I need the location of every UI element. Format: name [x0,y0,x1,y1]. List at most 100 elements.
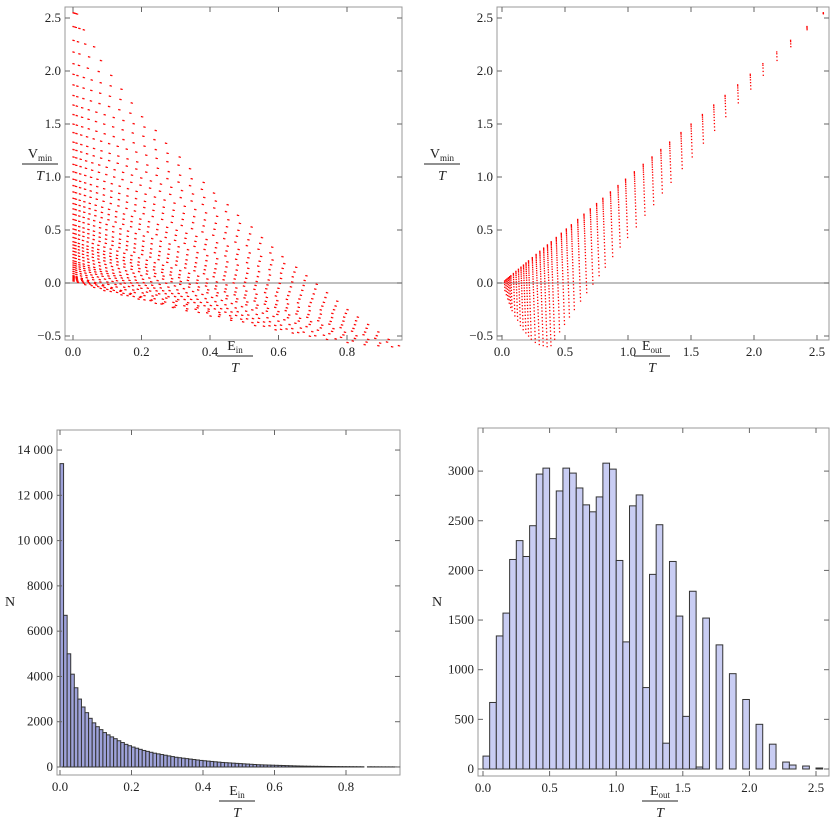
scatter-point [72,277,74,279]
scatter-point [577,235,579,237]
scatter-point [72,73,74,75]
scatter-point [522,267,525,269]
scatter-point [75,261,77,263]
scatter-point [566,260,569,262]
scatter-point [98,102,100,105]
scatter-point [525,332,527,334]
scatter-point [227,219,229,221]
scatter-point [517,268,520,270]
scatter-point [528,281,530,284]
scatter-point [80,151,82,153]
scatter-point [166,232,168,234]
scatter-point [111,231,114,233]
scatter-point [162,290,165,292]
histogram-bar [595,496,604,770]
scatter-point [216,257,218,260]
scatter-point [156,279,158,282]
scatter-point [292,328,294,330]
scatter-point [101,273,103,275]
scatter-point [159,245,161,247]
scatter-point [539,251,541,253]
scatter-point [162,206,164,208]
scatter-point [642,164,644,166]
scatter-point [617,186,619,189]
scatter-point [277,314,279,316]
scatter-point [135,233,138,235]
scatter-point [550,252,553,254]
scatter-point [534,330,536,333]
scatter-point [87,67,90,69]
scatter-point [146,264,148,266]
scatter-point [75,276,77,279]
scatter-point [578,256,580,259]
scatter-point [283,262,285,265]
scatter-point [288,323,290,326]
scatter-point [87,146,89,148]
scatter-point [148,290,151,292]
scatter-point [511,306,513,308]
scatter-point [158,283,160,285]
scatter-point [530,331,532,333]
scatter-point [189,168,192,170]
scatter-point [366,341,368,343]
scatter-point [79,262,81,264]
scatter-point [314,288,316,290]
histogram-bar [66,653,72,768]
scatter-point [509,287,511,289]
scatter-point [571,256,574,258]
scatter-point [548,288,550,290]
scatter-point [185,303,188,305]
scatter-point [291,327,293,330]
scatter-point [78,193,81,195]
scatter-point [107,159,110,162]
scatter-point [167,257,170,260]
scatter-point [556,272,559,274]
scatter-point [104,257,106,259]
scatter-point [522,321,524,324]
scatter-point [529,298,531,300]
scatter-point [596,226,599,228]
scatter-point [235,235,238,237]
scatter-point [164,199,166,201]
scatter-point [104,133,106,135]
scatter-point [219,314,222,316]
scatter-point [130,293,133,295]
scatter-point [295,313,297,315]
scatter-point [625,200,627,202]
scatter-point [185,259,187,261]
scatter-point [135,168,137,170]
scatter-point [81,116,84,118]
scatter-point [73,73,75,76]
scatter-point [325,297,327,299]
scatter-point [173,209,175,211]
scatter-point [243,281,246,283]
svg-text:Eout: Eout [650,784,671,800]
scatter-point [168,296,170,298]
y-axis-label-subscript: min [440,153,455,163]
scatter-point [545,317,547,319]
scatter-point [713,105,715,107]
scatter-point [186,253,188,256]
scatter-point [523,275,525,277]
y-tick-label: 3000 [448,463,474,478]
scatter-point [74,248,76,250]
scatter-point [104,260,106,262]
scatter-point [532,283,534,285]
scatter-point [134,276,137,278]
scatter-point [270,264,273,266]
scatter-point [267,307,270,310]
scatter-point [317,319,319,322]
scatter-point [151,281,153,283]
scatter-point [80,158,82,160]
scatter-point [286,316,289,319]
scatter-point [104,114,106,116]
scatter-point [397,344,400,347]
scatter-point [210,305,213,307]
scatter-point [330,321,332,323]
scatter-point [510,306,512,309]
scatter-point [89,271,92,274]
scatter-point [105,238,108,240]
scatter-point [72,178,74,180]
scatter-point [73,95,75,97]
scatter-point [215,281,218,283]
